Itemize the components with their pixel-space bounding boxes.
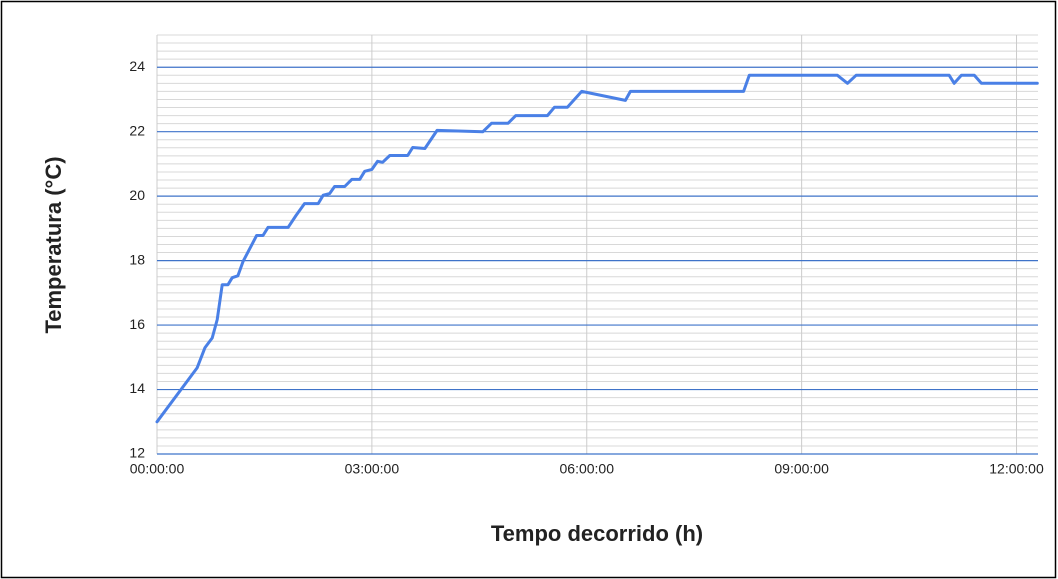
y-axis-title: Temperatura (°C): [41, 156, 66, 333]
grid: [156, 34, 1038, 455]
y-tick-label: 12: [129, 445, 145, 461]
y-tick-label: 24: [129, 58, 145, 74]
x-tick-label: 03:00:00: [345, 461, 400, 477]
x-axis-title: Tempo decorrido (h): [491, 521, 703, 546]
x-tick-label: 09:00:00: [774, 461, 829, 477]
x-tick-label: 06:00:00: [560, 461, 615, 477]
data-line: [155, 73, 1039, 424]
y-tick-label: 22: [129, 122, 145, 138]
y-tick-label: 16: [129, 316, 145, 332]
y-tick-label: 14: [129, 380, 145, 396]
y-tick-label: 18: [129, 251, 145, 267]
x-tick-label: 00:00:00: [130, 461, 185, 477]
y-tick-label: 20: [129, 187, 145, 203]
x-tick-label: 12:00:00: [989, 461, 1044, 477]
